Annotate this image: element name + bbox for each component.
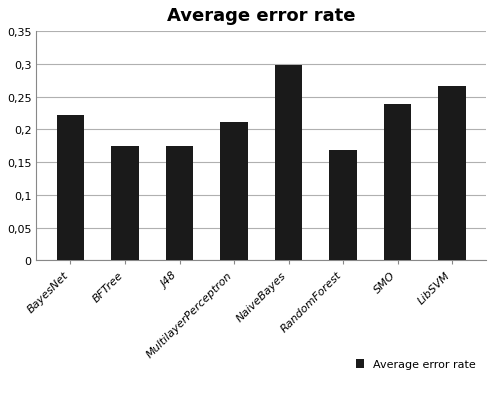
Bar bbox=[57, 115, 84, 261]
Bar bbox=[384, 105, 411, 261]
Legend: Average error rate: Average error rate bbox=[351, 355, 481, 374]
Bar bbox=[112, 146, 138, 261]
Title: Average error rate: Average error rate bbox=[167, 7, 356, 25]
Bar bbox=[275, 66, 302, 261]
Bar bbox=[166, 147, 193, 261]
Bar bbox=[329, 151, 357, 261]
Bar bbox=[220, 122, 248, 261]
Bar bbox=[438, 87, 466, 261]
